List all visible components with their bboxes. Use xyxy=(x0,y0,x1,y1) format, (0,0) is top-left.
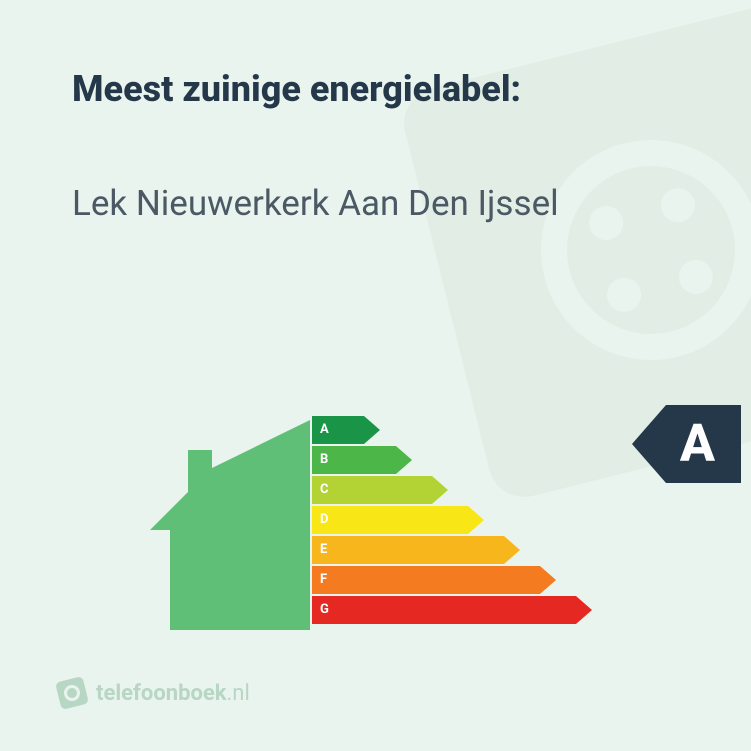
bar-letter: C xyxy=(320,476,329,504)
bar-letter: G xyxy=(320,596,329,624)
energy-label-chart: ABCDEFG xyxy=(150,390,610,650)
bar-body xyxy=(312,566,540,594)
bar-body xyxy=(312,476,432,504)
bar-arrow xyxy=(576,596,592,624)
bar-body xyxy=(312,506,468,534)
rating-badge: A xyxy=(632,405,741,483)
bar-letter: E xyxy=(320,536,327,564)
brand-tld: .nl xyxy=(227,681,250,706)
bar-letter: A xyxy=(320,416,329,444)
bar-letter: F xyxy=(320,566,327,594)
bar-body xyxy=(312,536,504,564)
page-title: Meest zuinige energielabel: xyxy=(72,68,521,110)
rating-value: A xyxy=(666,405,741,483)
footer-brand: telefoonboek.nl xyxy=(58,679,250,707)
bar-arrow xyxy=(396,446,412,474)
bar-arrow xyxy=(540,566,556,594)
bar-arrow xyxy=(468,506,484,534)
brand-text: telefoonboek.nl xyxy=(96,681,250,706)
bar-body xyxy=(312,596,576,624)
location-subtitle: Lek Nieuwerkerk Aan Den Ijssel xyxy=(72,182,679,226)
bar-arrow xyxy=(504,536,520,564)
bar-arrow xyxy=(432,476,448,504)
house-icon xyxy=(150,420,310,630)
bar-arrow xyxy=(364,416,380,444)
bar-letter: B xyxy=(320,446,328,474)
brand-name: telefoonboek xyxy=(96,681,227,706)
brand-logo-icon xyxy=(55,676,89,710)
card: Meest zuinige energielabel: Lek Nieuwerk… xyxy=(10,10,741,741)
rating-arrow xyxy=(632,405,666,483)
bar-letter: D xyxy=(320,506,328,534)
